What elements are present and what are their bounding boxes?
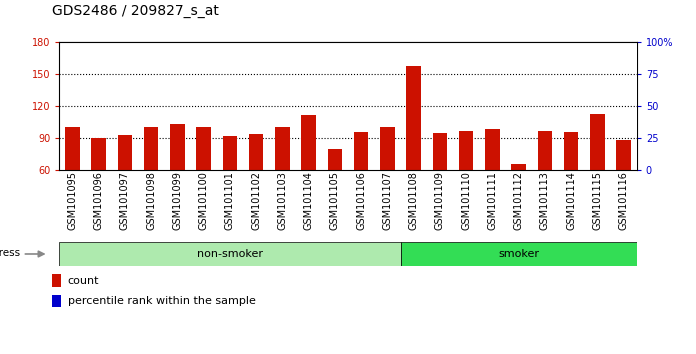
Text: percentile rank within the sample: percentile rank within the sample <box>68 296 255 306</box>
Bar <box>400 242 637 266</box>
Point <box>408 63 419 69</box>
Point <box>566 86 577 92</box>
Bar <box>406 66 421 170</box>
Bar <box>380 127 395 170</box>
Bar <box>354 132 368 170</box>
Bar <box>223 136 237 170</box>
Point <box>434 86 445 92</box>
Text: smoker: smoker <box>498 249 539 259</box>
Point <box>303 82 314 88</box>
Point <box>382 82 393 88</box>
Bar <box>433 133 447 170</box>
Bar <box>590 114 605 170</box>
Text: count: count <box>68 275 100 286</box>
Point <box>356 88 367 94</box>
Point <box>224 88 235 94</box>
Text: GDS2486 / 209827_s_at: GDS2486 / 209827_s_at <box>52 4 219 18</box>
Point <box>539 86 551 92</box>
Bar <box>91 138 106 170</box>
Point <box>172 86 183 92</box>
Bar <box>65 127 79 170</box>
Point <box>487 84 498 90</box>
Bar <box>170 124 184 170</box>
Bar <box>301 115 316 170</box>
Bar <box>459 131 473 170</box>
Bar <box>512 164 526 170</box>
Point <box>93 91 104 96</box>
Bar <box>118 135 132 170</box>
Point <box>592 86 603 92</box>
Bar <box>52 274 61 287</box>
Point <box>513 99 524 105</box>
Bar <box>196 127 211 170</box>
Bar <box>249 134 263 170</box>
Bar <box>564 132 578 170</box>
Bar <box>144 127 158 170</box>
Point <box>145 86 157 92</box>
Bar <box>617 140 631 170</box>
Point <box>461 86 472 92</box>
Bar <box>275 127 290 170</box>
Point <box>198 86 209 92</box>
Point <box>329 95 340 101</box>
Bar <box>59 242 400 266</box>
Point <box>119 86 130 92</box>
Point <box>618 91 629 96</box>
Point <box>251 88 262 94</box>
Point <box>277 86 288 92</box>
Bar <box>538 131 552 170</box>
Bar <box>328 149 342 170</box>
Point <box>67 82 78 88</box>
Text: stress: stress <box>0 248 21 258</box>
Bar <box>52 295 61 307</box>
Bar <box>485 129 500 170</box>
Text: non-smoker: non-smoker <box>197 249 263 259</box>
